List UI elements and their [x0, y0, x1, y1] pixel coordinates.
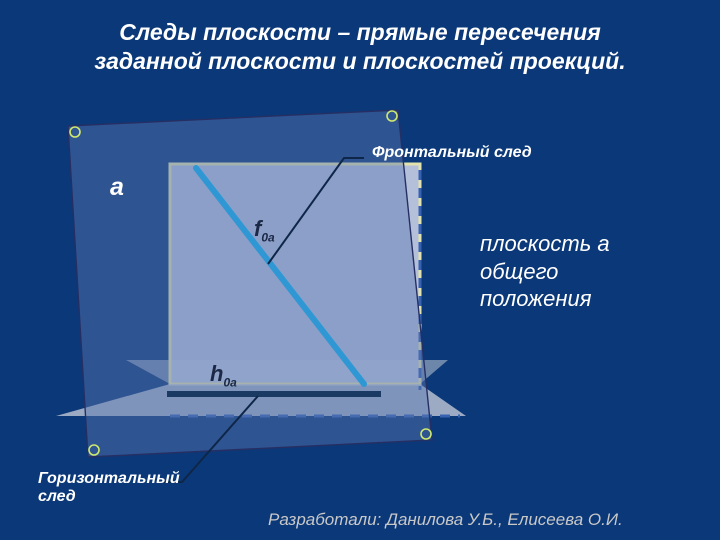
side-note-l1: плоскость а — [480, 230, 610, 258]
frontal-callout-label: Фронтальный след — [372, 144, 532, 162]
plane-a-label: a — [110, 173, 124, 202]
h-letter: h — [210, 361, 223, 386]
f-sub: 0a — [261, 230, 274, 244]
horizontal-callout-text: Горизонтальныйслед — [38, 470, 180, 505]
frontal-trace-label: f0a — [254, 216, 275, 244]
diagram-canvas — [0, 0, 720, 540]
side-note: плоскость а общего положения — [480, 230, 610, 313]
horizontal-trace-label: h0a — [210, 361, 237, 389]
credits-text: Разработали: Данилова У.Б., Елисеева О.И… — [268, 510, 623, 530]
slide-title: Следы плоскости – прямые пересечения зад… — [80, 18, 640, 76]
side-note-l3: положения — [480, 285, 610, 313]
side-note-l2: общего — [480, 258, 610, 286]
horizontal-callout-label: Горизонтальныйслед — [38, 470, 180, 507]
h-sub: 0a — [223, 375, 236, 389]
